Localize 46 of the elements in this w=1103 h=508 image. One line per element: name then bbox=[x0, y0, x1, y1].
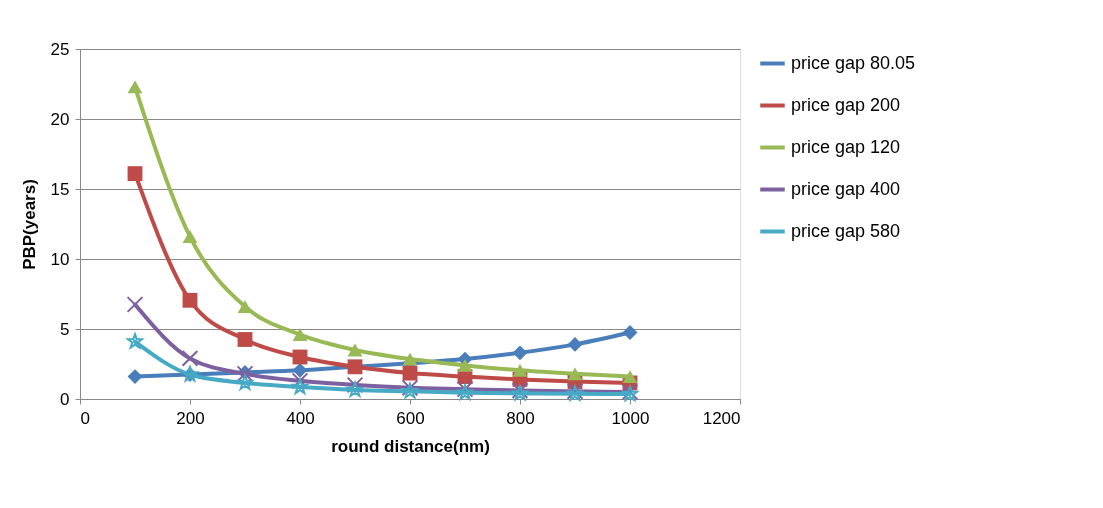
x-tick-label: 1200 bbox=[702, 408, 741, 428]
point bbox=[182, 292, 198, 308]
y-tick-label: 20 bbox=[50, 109, 70, 129]
point bbox=[567, 367, 583, 381]
y-tick-label: 15 bbox=[50, 179, 70, 199]
x-axis-title: round distance(nm) bbox=[331, 436, 490, 456]
y-axis-title: PBP(years) bbox=[19, 179, 39, 270]
y-tick-label: 25 bbox=[50, 39, 70, 59]
x-tick-label: 600 bbox=[396, 408, 425, 428]
point bbox=[181, 349, 199, 367]
point bbox=[182, 230, 198, 244]
y-tick-label: 10 bbox=[50, 249, 70, 269]
point bbox=[237, 332, 253, 347]
point bbox=[236, 374, 254, 390]
point bbox=[622, 370, 638, 384]
point bbox=[291, 378, 309, 395]
x-tick-label: 200 bbox=[176, 408, 205, 428]
legend-label: price gap 120 bbox=[791, 136, 901, 157]
point bbox=[456, 380, 474, 398]
point bbox=[402, 365, 418, 381]
x-tick-label: 1000 bbox=[611, 408, 650, 428]
y-tick-label: 5 bbox=[60, 319, 70, 339]
point bbox=[292, 362, 308, 378]
legend-label: price gap 200 bbox=[791, 94, 901, 115]
point bbox=[512, 363, 528, 377]
legend-label: price gap 80.05 bbox=[791, 52, 916, 73]
legend-label: price gap 580 bbox=[791, 220, 901, 241]
x-tick-label: 400 bbox=[286, 408, 315, 428]
point bbox=[456, 384, 474, 400]
y-tick-label: 0 bbox=[60, 389, 70, 409]
point bbox=[292, 328, 308, 342]
point bbox=[127, 80, 143, 94]
point bbox=[567, 336, 583, 352]
x-tick-label: 0 bbox=[80, 408, 90, 428]
legend-label: price gap 400 bbox=[791, 178, 901, 199]
point bbox=[127, 369, 143, 385]
point bbox=[512, 345, 528, 361]
point bbox=[402, 352, 418, 366]
point bbox=[347, 343, 363, 357]
x-tick-label: 800 bbox=[506, 408, 535, 428]
point bbox=[346, 376, 364, 394]
point bbox=[457, 358, 473, 372]
point bbox=[126, 296, 144, 313]
point bbox=[127, 166, 143, 182]
point bbox=[346, 381, 364, 397]
point bbox=[126, 333, 144, 349]
